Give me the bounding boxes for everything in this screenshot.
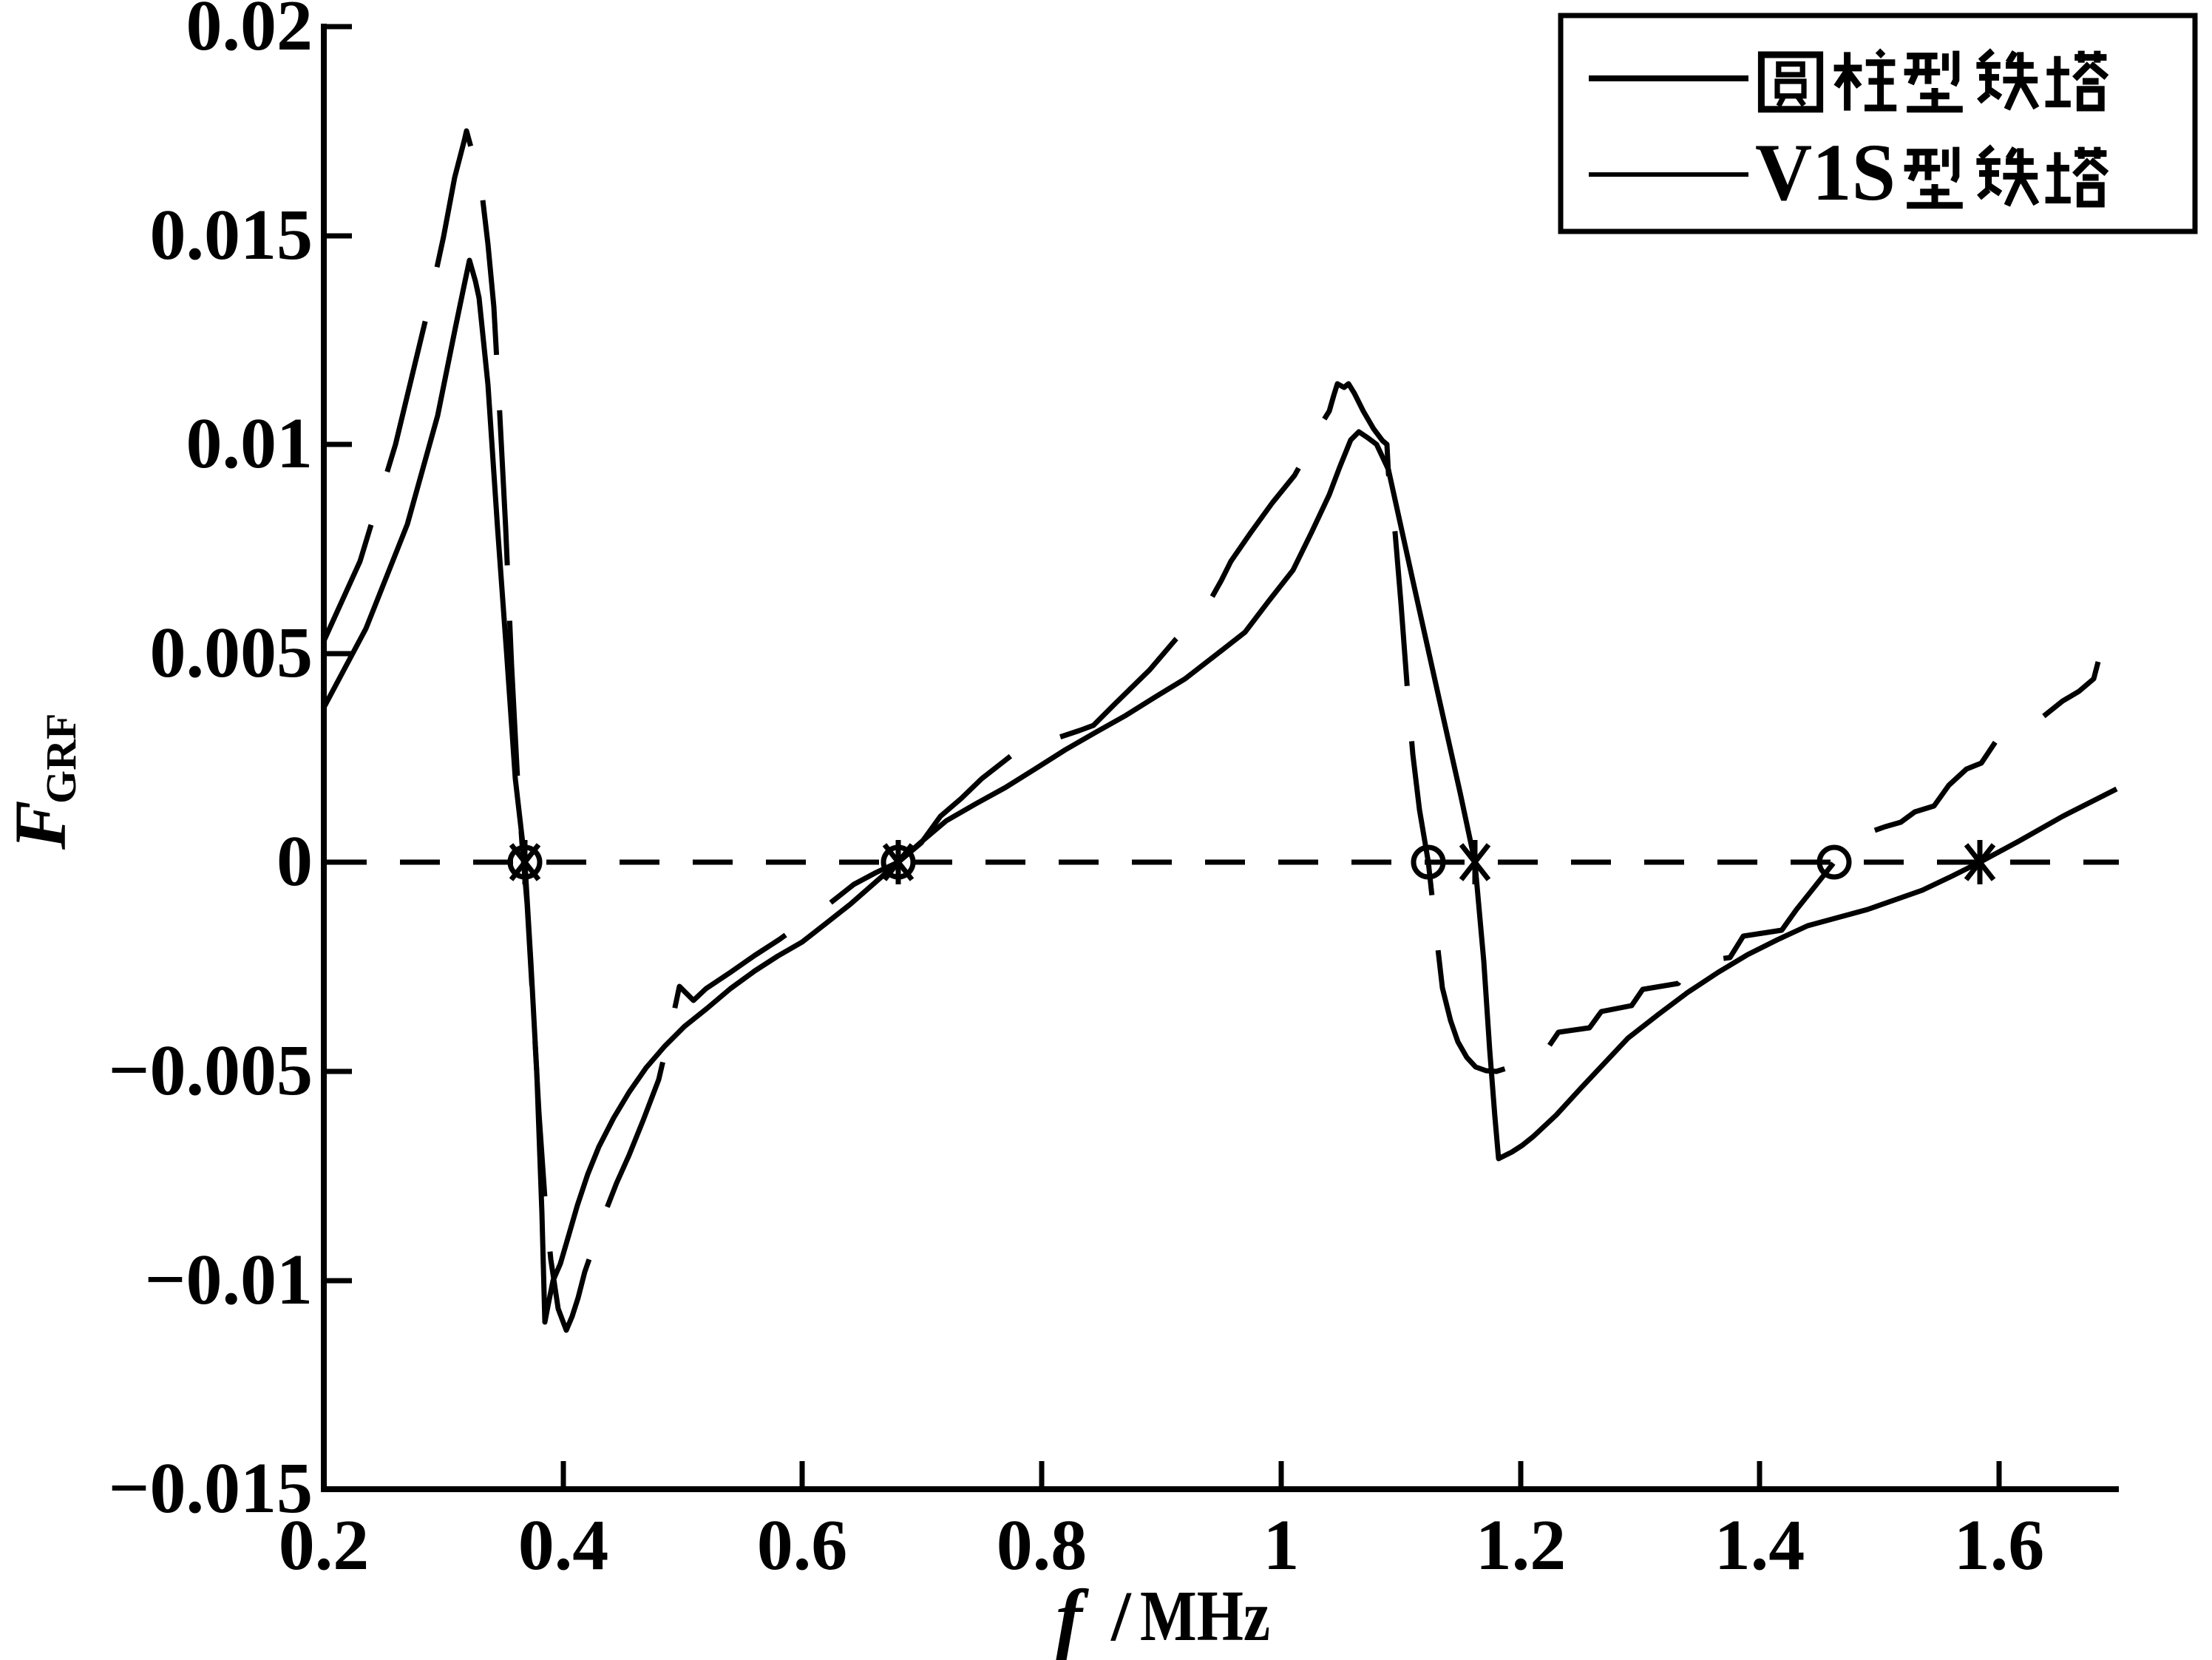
svg-text:0: 0 — [276, 821, 313, 901]
svg-text:−0.015: −0.015 — [109, 1449, 313, 1528]
svg-text:0.4: 0.4 — [518, 1505, 609, 1585]
svg-text:0.6: 0.6 — [757, 1505, 848, 1585]
svg-text:1.6: 1.6 — [1954, 1505, 2045, 1585]
svg-text:1.4: 1.4 — [1714, 1505, 1805, 1585]
svg-text:0.01: 0.01 — [186, 404, 313, 484]
svg-text:V1S: V1S — [1755, 127, 1896, 217]
svg-text:−0.01: −0.01 — [145, 1240, 313, 1320]
svg-text:0.005: 0.005 — [150, 613, 313, 693]
svg-text:0.02: 0.02 — [186, 0, 313, 66]
svg-text:−0.005: −0.005 — [109, 1031, 313, 1111]
svg-text:MHz: MHz — [1140, 1576, 1270, 1656]
svg-text:0.015: 0.015 — [150, 195, 313, 275]
svg-text:0.2: 0.2 — [279, 1505, 370, 1585]
svg-text:GRF: GRF — [37, 714, 85, 804]
svg-text:/: / — [1110, 1576, 1132, 1656]
svg-text:0.8: 0.8 — [997, 1505, 1088, 1585]
svg-text:1.2: 1.2 — [1476, 1505, 1567, 1585]
svg-text:1: 1 — [1263, 1505, 1300, 1585]
svg-text:F: F — [0, 800, 81, 850]
